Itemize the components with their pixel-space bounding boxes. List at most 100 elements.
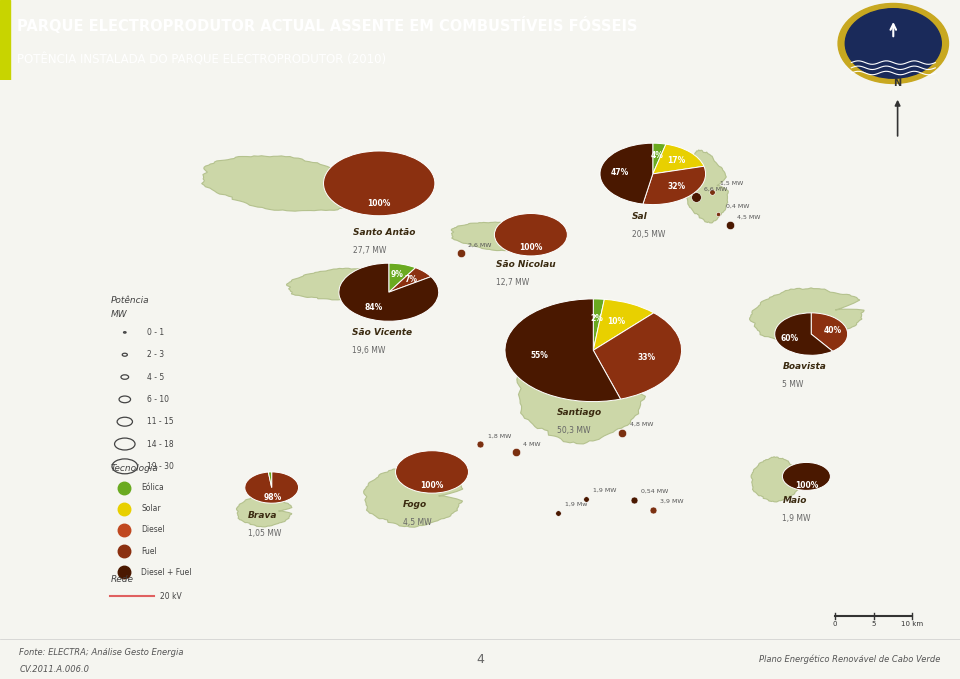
Text: 14 - 18: 14 - 18 — [147, 439, 174, 449]
Text: 1,05 MW: 1,05 MW — [248, 529, 281, 538]
Wedge shape — [245, 472, 299, 503]
Text: 19,6 MW: 19,6 MW — [352, 346, 386, 355]
Text: 0,54 MW: 0,54 MW — [641, 489, 668, 494]
Wedge shape — [775, 313, 832, 355]
Text: 11 - 15: 11 - 15 — [147, 417, 174, 426]
Text: 100%: 100% — [519, 243, 542, 253]
Polygon shape — [516, 331, 646, 444]
Text: 40%: 40% — [824, 325, 842, 335]
Text: 9%: 9% — [391, 270, 404, 280]
Wedge shape — [324, 151, 435, 216]
Text: Maio: Maio — [782, 496, 806, 505]
Text: 32%: 32% — [667, 183, 685, 191]
Wedge shape — [600, 143, 653, 204]
Text: 98%: 98% — [264, 493, 282, 502]
Text: 4%: 4% — [651, 151, 663, 160]
Wedge shape — [268, 472, 272, 488]
Text: 0,4 MW: 0,4 MW — [726, 204, 749, 208]
Text: 27,7 MW: 27,7 MW — [353, 246, 387, 255]
Text: 6 - 10: 6 - 10 — [147, 395, 169, 404]
Text: 100%: 100% — [420, 481, 444, 490]
Circle shape — [838, 3, 948, 84]
Text: 17%: 17% — [667, 156, 685, 165]
Text: 55%: 55% — [530, 351, 548, 360]
Text: 20 kV: 20 kV — [160, 592, 182, 601]
Text: 6,6 MW: 6,6 MW — [704, 187, 727, 191]
Text: 4,5 MW: 4,5 MW — [403, 517, 432, 527]
Text: Tecnologia: Tecnologia — [110, 464, 158, 473]
Text: Plano Energético Renovável de Cabo Verde: Plano Energético Renovável de Cabo Verde — [759, 655, 941, 664]
Text: Diesel: Diesel — [141, 526, 165, 534]
Text: Sal: Sal — [632, 213, 647, 221]
Text: 19 - 30: 19 - 30 — [147, 462, 174, 471]
Text: Diesel + Fuel: Diesel + Fuel — [141, 568, 192, 577]
Text: 4: 4 — [476, 653, 484, 665]
Wedge shape — [389, 263, 416, 292]
Text: 1,9 MW: 1,9 MW — [782, 514, 811, 523]
Text: 5 MW: 5 MW — [782, 380, 804, 389]
Circle shape — [845, 9, 941, 78]
Wedge shape — [494, 213, 567, 256]
Text: 4 - 5: 4 - 5 — [147, 373, 164, 382]
Text: Solar: Solar — [141, 504, 160, 513]
Polygon shape — [236, 495, 292, 527]
Wedge shape — [653, 143, 666, 174]
Text: 33%: 33% — [637, 352, 656, 362]
Text: 4,8 MW: 4,8 MW — [630, 422, 653, 427]
Text: 100%: 100% — [795, 481, 818, 490]
Text: 2%: 2% — [590, 314, 603, 323]
Text: 4 MW: 4 MW — [523, 442, 540, 447]
Wedge shape — [593, 299, 605, 350]
Text: 1,8 MW: 1,8 MW — [488, 433, 511, 439]
Text: Brava: Brava — [248, 511, 277, 520]
Wedge shape — [782, 462, 830, 490]
Text: São Vicente: São Vicente — [352, 328, 413, 337]
Wedge shape — [396, 451, 468, 493]
Polygon shape — [364, 465, 463, 527]
Text: N: N — [894, 79, 901, 88]
Text: São Nicolau: São Nicolau — [496, 260, 556, 269]
Text: 1,9 MW: 1,9 MW — [593, 488, 616, 493]
Text: 47%: 47% — [612, 168, 630, 177]
Text: 20,5 MW: 20,5 MW — [632, 230, 665, 239]
Wedge shape — [653, 144, 704, 174]
Wedge shape — [811, 313, 848, 351]
Bar — [0, 0, 10, 80]
Text: 12,7 MW: 12,7 MW — [496, 278, 530, 287]
Polygon shape — [286, 268, 405, 300]
Text: 1,9 Mw: 1,9 Mw — [565, 502, 588, 507]
Text: 100%: 100% — [368, 199, 391, 208]
Wedge shape — [643, 166, 706, 204]
Text: 84%: 84% — [365, 304, 383, 312]
Text: 7%: 7% — [404, 275, 418, 284]
Text: Fonte: ELECTRA; Análise Gesto Energia: Fonte: ELECTRA; Análise Gesto Energia — [19, 648, 183, 657]
Text: Eólica: Eólica — [141, 483, 164, 492]
Text: 2,6 MW: 2,6 MW — [468, 242, 492, 247]
Text: Fogo: Fogo — [403, 500, 427, 509]
Text: 1,5 MW: 1,5 MW — [720, 181, 743, 186]
Text: 5: 5 — [872, 621, 876, 627]
Text: 50,3 MW: 50,3 MW — [557, 426, 590, 435]
Text: Santo Antão: Santo Antão — [353, 228, 416, 237]
Text: 2 - 3: 2 - 3 — [147, 350, 164, 359]
Wedge shape — [593, 313, 682, 399]
Text: PARQUE ELECTROPRODUTOR ACTUAL ASSENTE EM COMBUSTÍVEIS FÓSSEIS: PARQUE ELECTROPRODUTOR ACTUAL ASSENTE EM… — [17, 17, 637, 34]
Text: 0: 0 — [833, 621, 837, 627]
Text: 3,9 MW: 3,9 MW — [660, 499, 684, 504]
Polygon shape — [202, 155, 368, 211]
Wedge shape — [593, 299, 654, 350]
Text: Fuel: Fuel — [141, 547, 156, 555]
Text: 4,5 MW: 4,5 MW — [737, 215, 760, 219]
Wedge shape — [505, 299, 620, 401]
Text: POTÊNCIA INSTALADA DO PARQUE ELECTROPRODUTOR (2010): POTÊNCIA INSTALADA DO PARQUE ELECTROPROD… — [17, 54, 387, 67]
Text: Santiago: Santiago — [557, 408, 602, 418]
Text: 60%: 60% — [780, 333, 799, 343]
Polygon shape — [750, 288, 864, 342]
Text: 10%: 10% — [608, 317, 626, 326]
Text: CV.2011.A.006.0: CV.2011.A.006.0 — [19, 665, 89, 674]
Polygon shape — [751, 457, 801, 502]
Text: Potência: Potência — [110, 296, 149, 306]
Text: MW: MW — [110, 310, 127, 319]
Wedge shape — [389, 268, 431, 292]
Text: Rede: Rede — [110, 575, 133, 585]
